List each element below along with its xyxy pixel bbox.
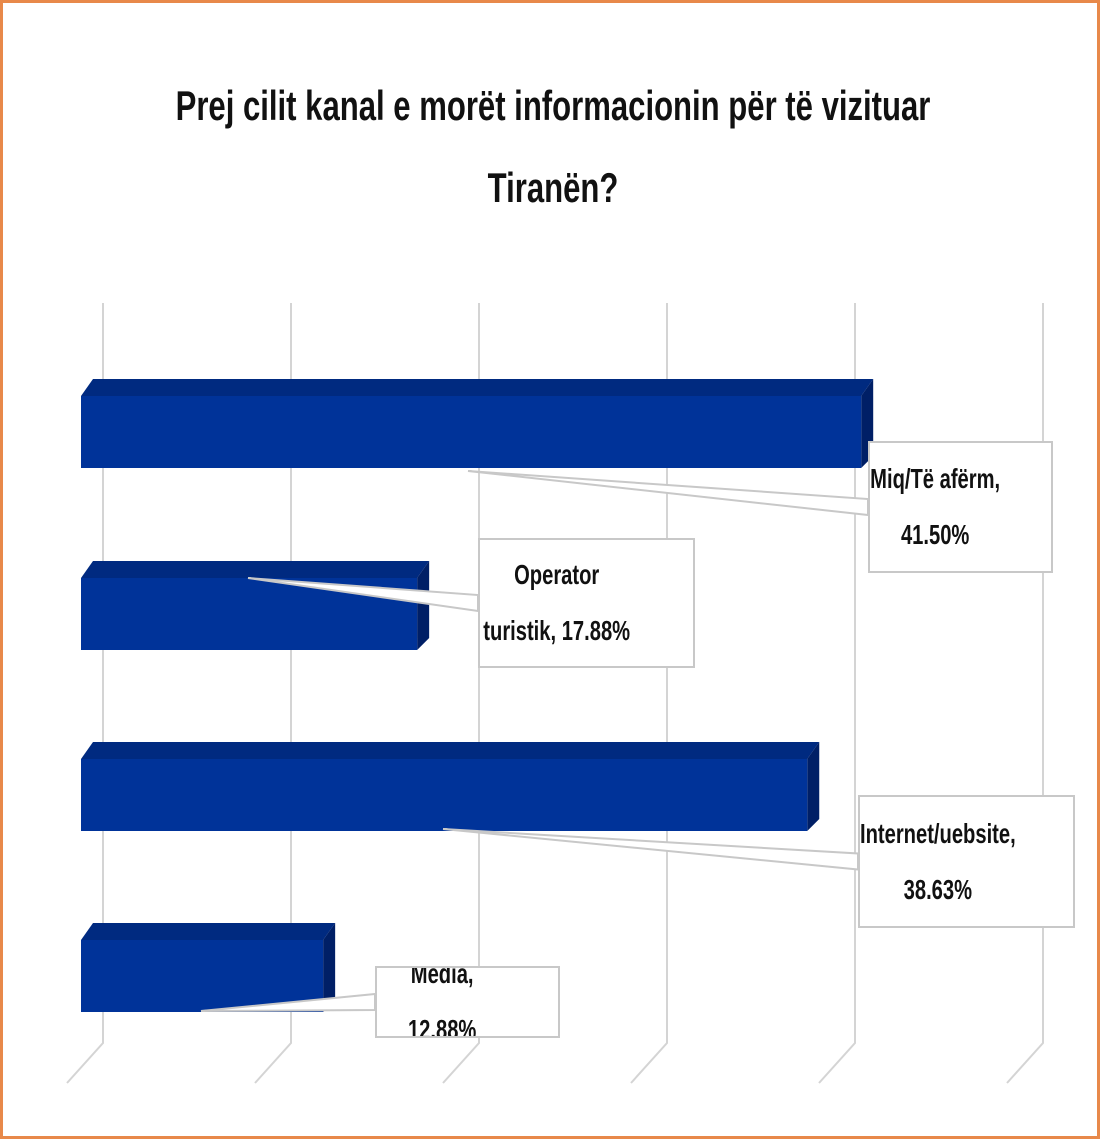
grid-line [254,303,292,1084]
bar-side-face [807,742,820,831]
bar [81,742,820,831]
bar-front-face [81,940,324,1012]
bar-side-face [323,923,336,1012]
title-box: Prej cilit kanal e morët informacionin p… [53,65,1053,229]
bar-front-face [81,396,862,468]
bar-top-face [81,923,336,940]
bar-top-face [81,379,874,396]
data-label: Operator turistik, 17.88% [483,559,631,646]
data-label-box: Operator turistik, 17.88% [478,538,695,668]
chart-title: Prej cilit kanal e morët informacionin p… [175,82,931,211]
bar-side-face [417,561,430,650]
leader-line [442,828,859,871]
data-label-box: Internet/uebsite, 38.63% [858,795,1075,928]
bar [81,379,874,468]
bar-top-face [81,561,430,578]
bar [81,561,430,650]
grid-line [66,303,104,1084]
data-label: Media, 12.88% [407,966,477,1038]
bar-front-face [81,759,808,831]
data-label-box: Miq/Të afërm, 41.50% [868,441,1053,573]
bar-top-face [81,742,820,759]
data-label-box: Media, 12.88% [375,966,560,1038]
grid-line [818,303,856,1084]
data-label: Internet/uebsite, 38.63% [860,817,1016,905]
bar [81,923,336,1012]
grid-line [1006,303,1044,1084]
data-label: Miq/Të afërm, 41.50% [870,463,1001,550]
